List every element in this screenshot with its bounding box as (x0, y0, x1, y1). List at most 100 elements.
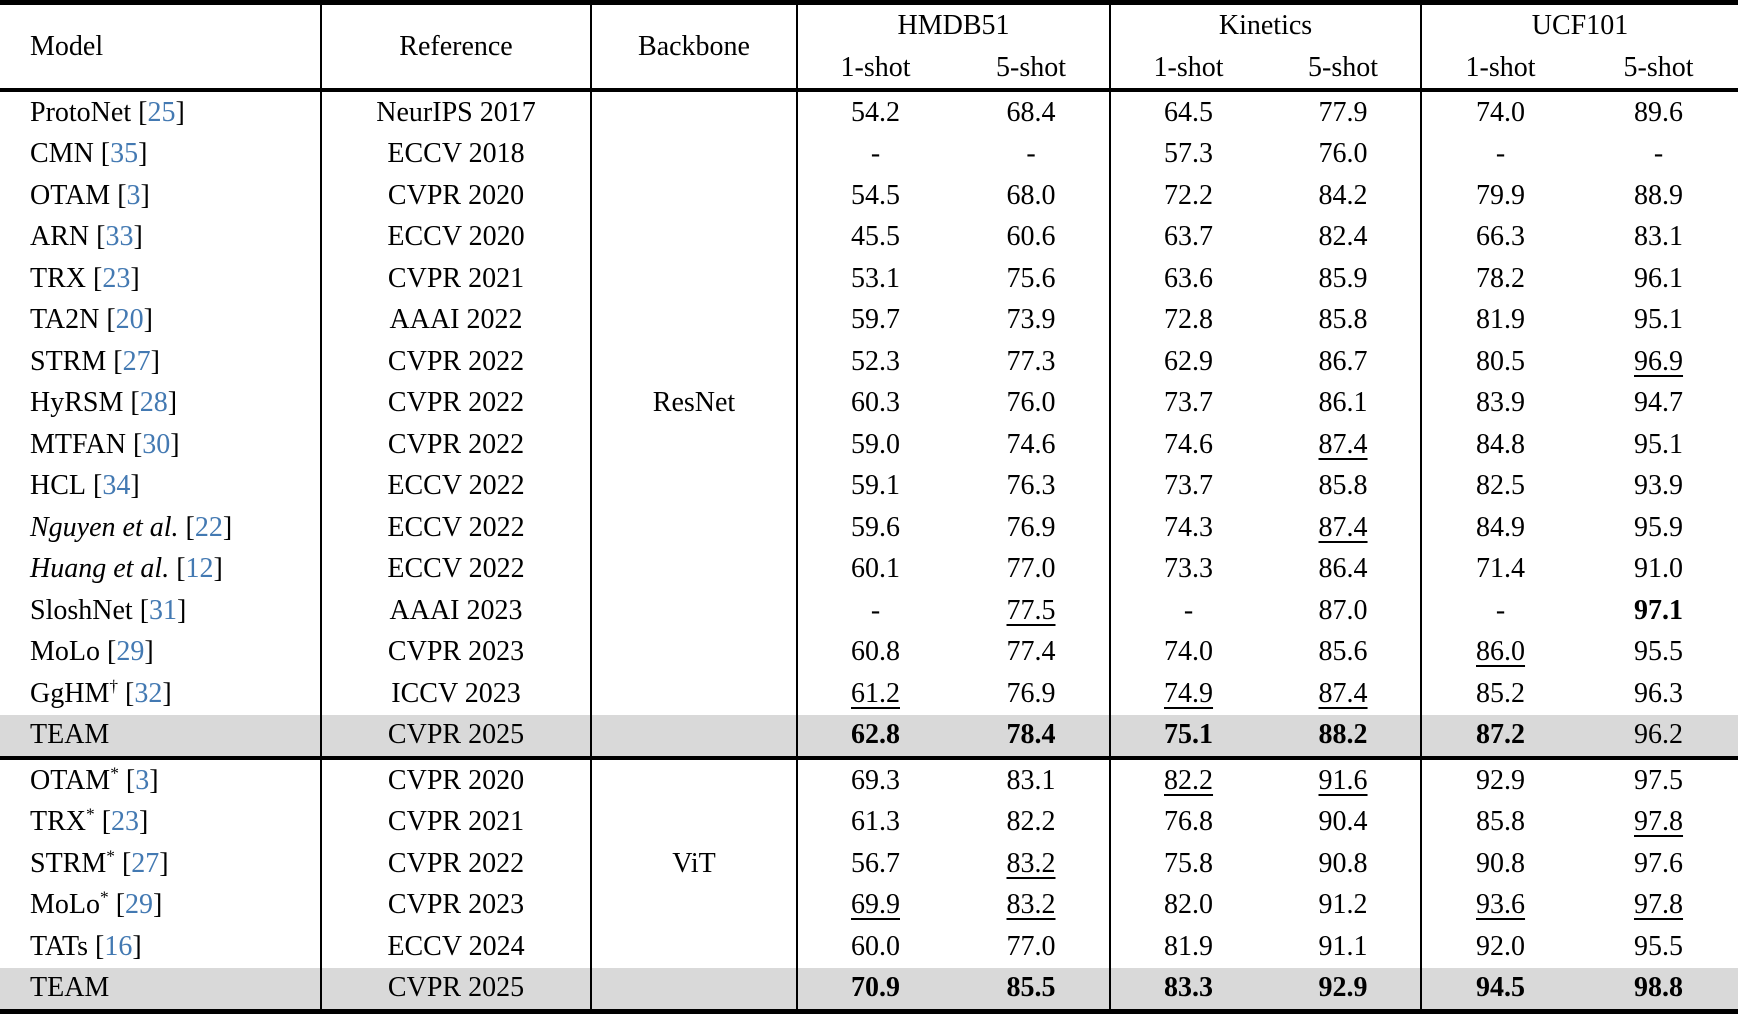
value-text: 71.4 (1476, 553, 1526, 585)
citation-link[interactable]: 32 (134, 677, 163, 709)
value-text: 54.2 (851, 96, 900, 128)
column-header-1-shot: 1-shot (1465, 51, 1536, 83)
value-cell: 60.8 (797, 632, 953, 674)
value-text: 98.8 (1634, 972, 1684, 1004)
value-text: 75.8 (1164, 847, 1214, 879)
value-text: 73.3 (1164, 553, 1214, 585)
reference-cell: NeurIPS 2017 (321, 90, 592, 134)
table-row: HCL [34] ECCV 2022 59.1 76.3 73.7 85.8 82.5 93.… (0, 465, 1738, 508)
reference-cell: CVPR 2022 (321, 382, 592, 424)
reference-cell: CVPR 2025 (321, 967, 592, 1012)
model-name: GgHM (30, 677, 110, 709)
citation-link[interactable]: 23 (102, 262, 131, 294)
citation-open-bracket: [ (115, 889, 126, 921)
value-cell: 54.2 (797, 90, 953, 134)
citation-link[interactable]: 29 (116, 636, 145, 668)
model-cell: TEAM (0, 714, 322, 758)
citation-close-bracket: ] (170, 428, 180, 460)
value-cell: 84.9 (1421, 507, 1579, 549)
reference-cell: ECCV 2018 (321, 133, 592, 175)
citation-link[interactable]: 27 (122, 345, 151, 377)
value-cell: 73.7 (1110, 466, 1266, 508)
value-text: 74.9 (1164, 677, 1214, 709)
value-text: 96.9 (1634, 345, 1684, 377)
column-header-5-shot: 5-shot (1266, 47, 1423, 90)
model-name: ProtoNet (30, 96, 132, 128)
citation-link[interactable]: 27 (131, 847, 160, 879)
value-cell: 89.6 (1579, 90, 1738, 134)
model-cell: STRM [27] (0, 341, 322, 383)
reference-cell: CVPR 2022 (321, 341, 592, 383)
value-cell: 57.3 (1110, 134, 1266, 176)
citation-link[interactable]: 20 (115, 304, 144, 336)
value-cell: 62.8 (797, 714, 953, 758)
value-text: 86.4 (1318, 553, 1368, 585)
value-text: 94.5 (1476, 972, 1526, 1004)
value-text: 91.2 (1318, 889, 1368, 921)
value-cell: 76.3 (953, 465, 1112, 507)
value-cell: 82.0 (1110, 885, 1266, 927)
value-cell: 62.9 (1110, 341, 1266, 383)
value-cell: 96.3 (1579, 673, 1738, 715)
value-text: 83.3 (1164, 972, 1214, 1004)
value-text: 95.1 (1634, 304, 1684, 336)
model-cell: MoLo* [29] (0, 884, 322, 926)
value-text: 59.7 (851, 304, 900, 336)
citation-link[interactable]: 12 (185, 553, 214, 585)
value-text: 92.0 (1476, 930, 1526, 962)
value-text: 96.2 (1634, 719, 1684, 751)
value-text: 87.4 (1318, 677, 1368, 709)
citation-link[interactable]: 28 (139, 387, 168, 419)
value-text: - (1026, 138, 1036, 170)
citation-link[interactable]: 31 (149, 594, 178, 626)
model-superscript: † (109, 676, 119, 696)
citation-link[interactable]: 3 (126, 179, 141, 211)
value-cell: 87.2 (1421, 714, 1580, 758)
citation-open-bracket: [ (113, 345, 123, 377)
citation-link[interactable]: 30 (142, 428, 171, 460)
value-cell: 86.0 (1421, 632, 1579, 674)
value-cell: 75.6 (953, 258, 1112, 300)
model-name: STRM (30, 345, 107, 377)
value-text: - (1183, 594, 1194, 626)
citation-link[interactable]: 22 (194, 511, 223, 543)
value-cell: 66.3 (1421, 217, 1579, 259)
column-header-dataset-kinetics: Kinetics (1110, 2, 1423, 47)
citation-link[interactable]: 29 (125, 889, 154, 921)
citation-close-bracket: ] (130, 470, 140, 502)
model-name: Huang et al. (30, 553, 170, 585)
model-cell: STRM* [27] (0, 843, 322, 885)
value-text: 83.2 (1006, 889, 1056, 921)
column-header-5-shot: 5-shot (953, 47, 1112, 90)
value-cell: 97.8 (1579, 885, 1738, 927)
value-cell: 76.0 (1266, 133, 1423, 175)
value-cell: 91.0 (1579, 549, 1738, 591)
table-row: CMN [35] ECCV 2018- -57.3 76.0- - (0, 133, 1738, 176)
value-text: 77.4 (1006, 636, 1056, 668)
citation-link[interactable]: 34 (102, 470, 131, 502)
value-text: 85.8 (1318, 304, 1368, 336)
value-cell: 82.2 (1110, 756, 1267, 802)
value-text: 57.3 (1164, 138, 1214, 170)
citation-open-bracket: [ (95, 930, 105, 962)
citation-link[interactable]: 33 (105, 221, 134, 253)
citation-link[interactable]: 25 (147, 96, 176, 128)
value-cell: 85.8 (1266, 299, 1423, 341)
column-header-1-shot: 1-shot (1153, 51, 1224, 83)
table-row: TATs [16] ECCV 2024 60.0 77.0 81.9 91.1 92.0 95… (0, 926, 1738, 968)
citation-link[interactable]: 16 (104, 930, 133, 962)
table-row: TEAM CVPR 2025 70.9 85.5 83.3 92.9 94.5 98.8 (0, 967, 1738, 1012)
value-cell: 91.6 (1266, 756, 1423, 802)
citation-close-bracket: ] (138, 138, 148, 170)
value-cell: 69.3 (797, 756, 953, 802)
citation-link[interactable]: 3 (135, 764, 150, 796)
value-cell: 74.0 (1421, 90, 1579, 134)
value-text: 60.6 (1006, 221, 1056, 253)
value-cell: 52.3 (797, 341, 953, 383)
reference-cell: CVPR 2021 (321, 801, 592, 843)
citation-link[interactable]: 23 (111, 806, 140, 838)
value-text: 69.3 (851, 764, 900, 796)
citation-open-bracket: [ (106, 304, 116, 336)
citation-link[interactable]: 35 (110, 138, 139, 170)
